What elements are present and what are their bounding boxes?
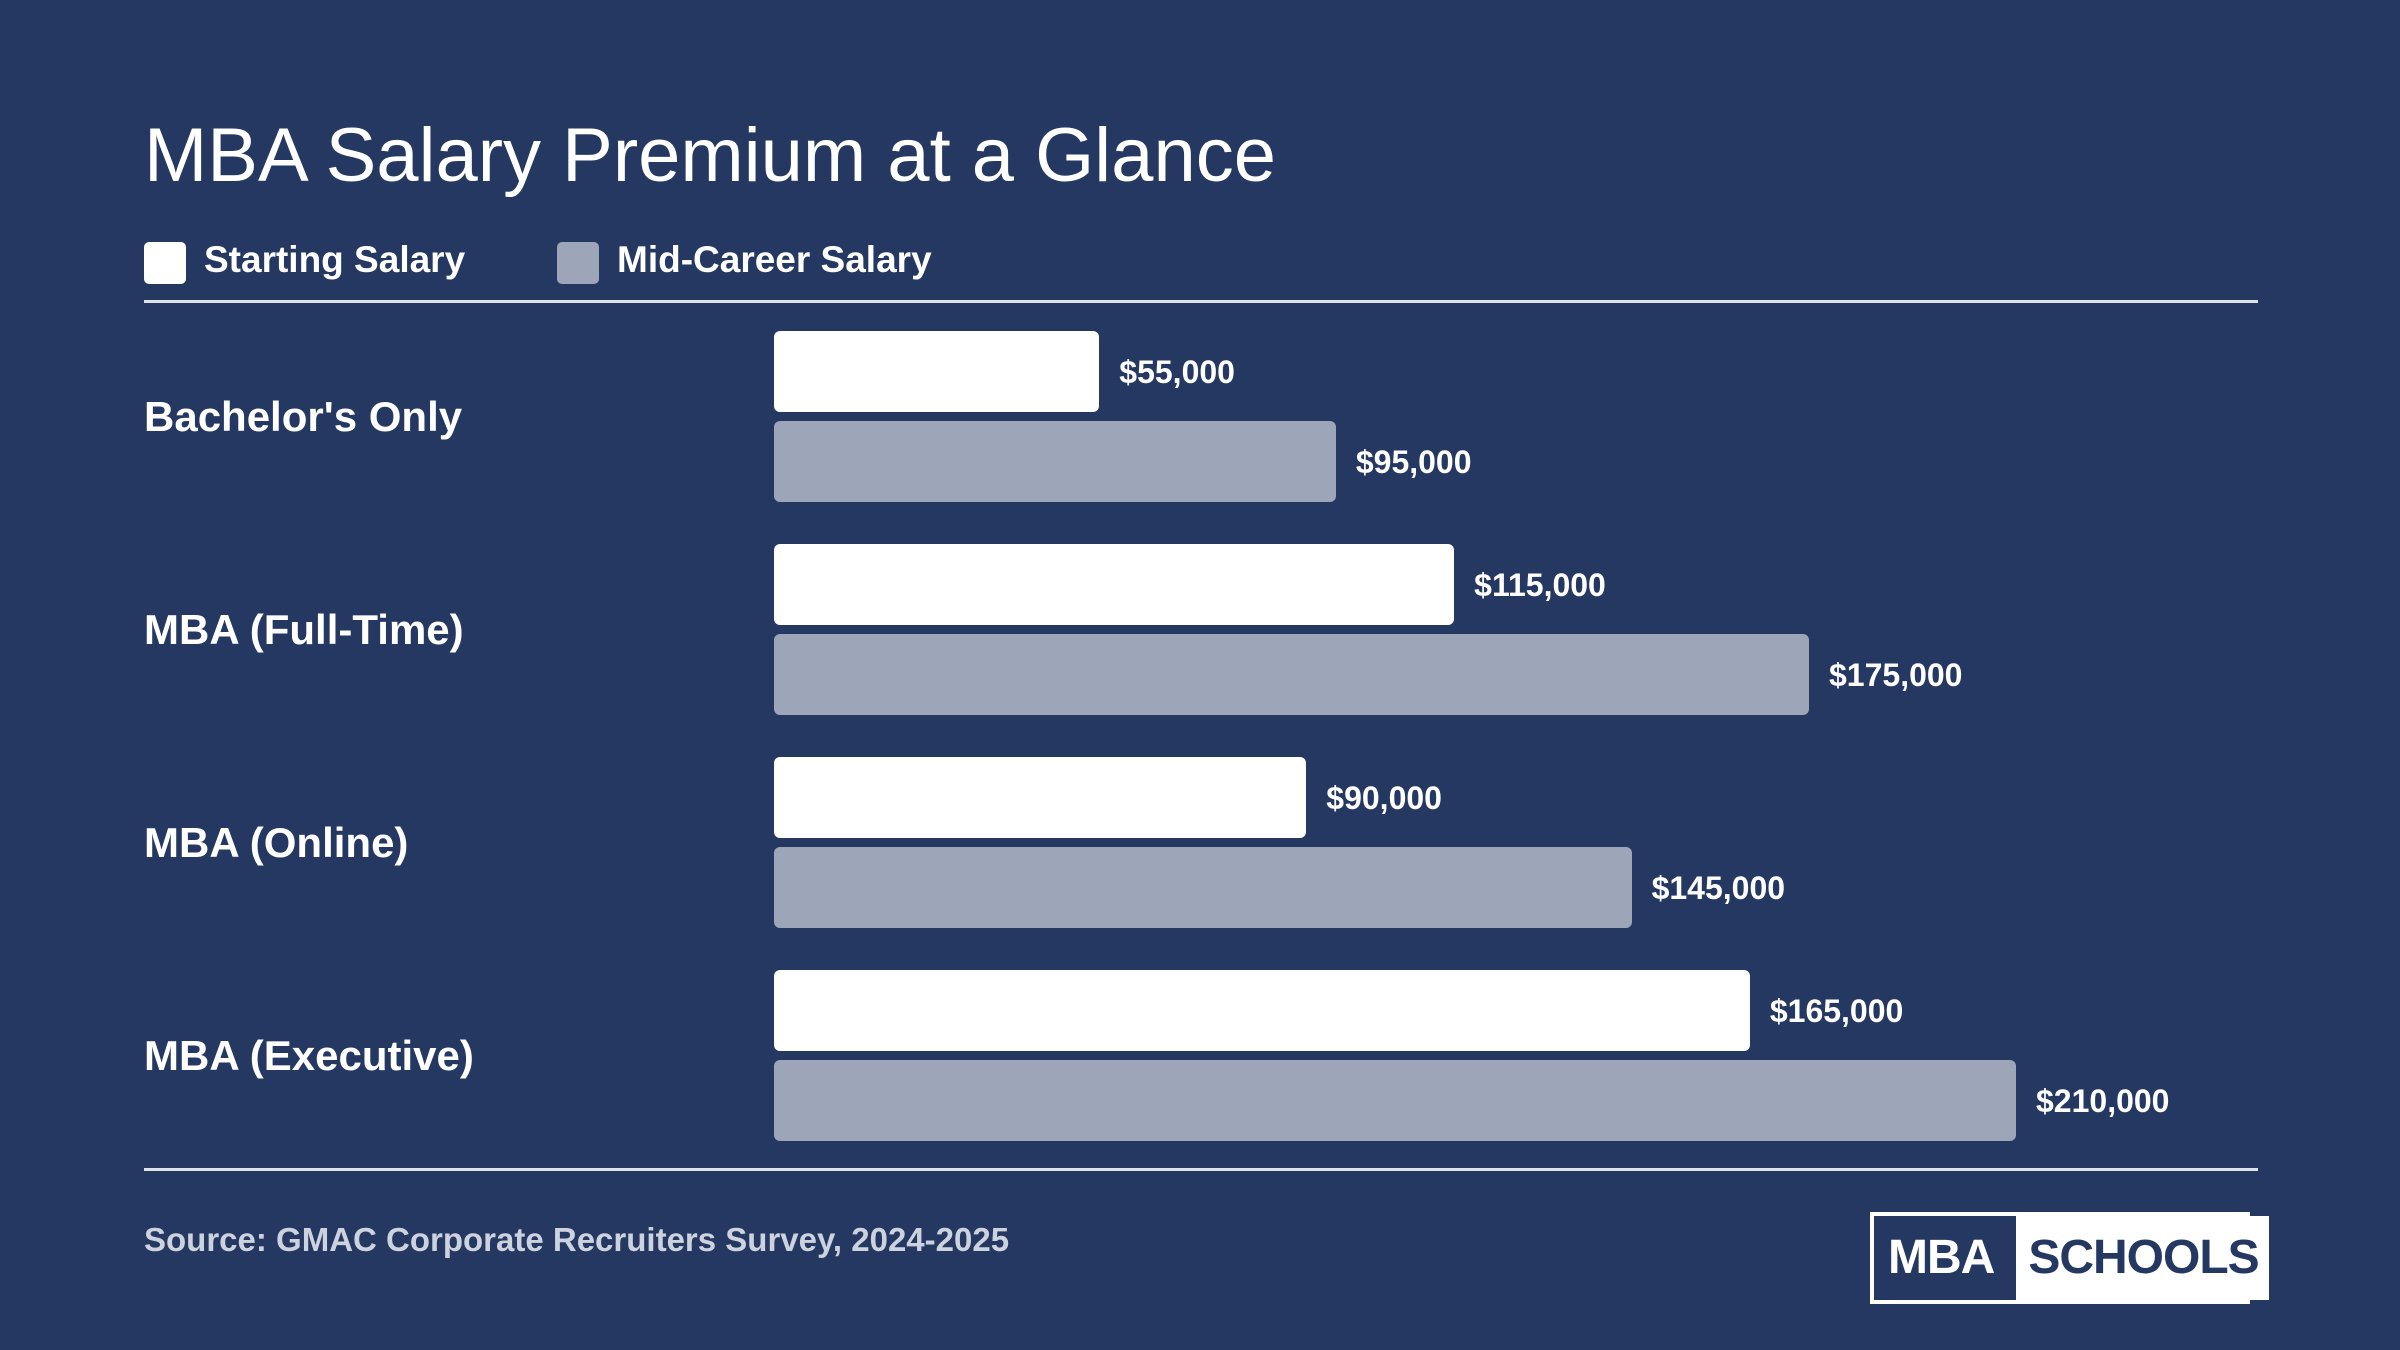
top-divider — [144, 300, 2258, 303]
bar-mid-career-salary-mba-full-time — [774, 634, 1809, 715]
value-label-mid-career-salary-bachelor-s-only: $95,000 — [1355, 443, 1472, 480]
bar-mid-career-salary-mba-online — [774, 847, 1632, 928]
chart-title: MBA Salary Premium at a Glance — [144, 113, 1276, 198]
value-label-starting-salary-bachelor-s-only: $55,000 — [1119, 353, 1235, 390]
category-label-mba-online: MBA (Online) — [144, 818, 409, 866]
logo-schools-text: SCHOOLS — [2008, 1216, 2269, 1300]
value-label-mid-career-salary-mba-online: $145,000 — [1651, 869, 1786, 906]
category-label-mba-executive: MBA (Executive) — [144, 1031, 474, 1079]
bar-mid-career-salary-mba-executive — [774, 1060, 2016, 1141]
value-label-mid-career-salary-mba-executive: $210,000 — [2036, 1082, 2170, 1119]
category-label-mba-full-time: MBA (Full-Time) — [144, 605, 464, 653]
value-label-starting-salary-mba-online: $90,000 — [1326, 779, 1442, 816]
bottom-divider — [144, 1168, 2258, 1171]
legend-swatch-mid-career-salary — [557, 242, 599, 284]
legend-label-mid-career-salary: Mid-Career Salary — [617, 239, 932, 280]
bar-starting-salary-mba-executive — [774, 970, 1750, 1051]
value-label-mid-career-salary-mba-full-time: $175,000 — [1829, 656, 1963, 693]
logo-mba-text: MBA — [1874, 1216, 2009, 1300]
source-note: Source: GMAC Corporate Recruiters Survey… — [144, 1221, 1010, 1258]
bar-starting-salary-mba-full-time — [774, 544, 1455, 625]
bar-starting-salary-mba-online — [774, 757, 1307, 838]
value-label-starting-salary-mba-full-time: $115,000 — [1474, 566, 1606, 603]
bar-starting-salary-bachelor-s-only — [774, 331, 1100, 412]
category-label-bachelor-s-only: Bachelor's Only — [144, 392, 463, 440]
legend-label-starting-salary: Starting Salary — [204, 239, 466, 280]
bar-mid-career-salary-bachelor-s-only — [774, 421, 1336, 502]
mba-schools-logo: MBA SCHOOLS — [1870, 1212, 2269, 1304]
legend-swatch-starting-salary — [144, 242, 186, 284]
value-label-starting-salary-mba-executive: $165,000 — [1769, 992, 1904, 1029]
